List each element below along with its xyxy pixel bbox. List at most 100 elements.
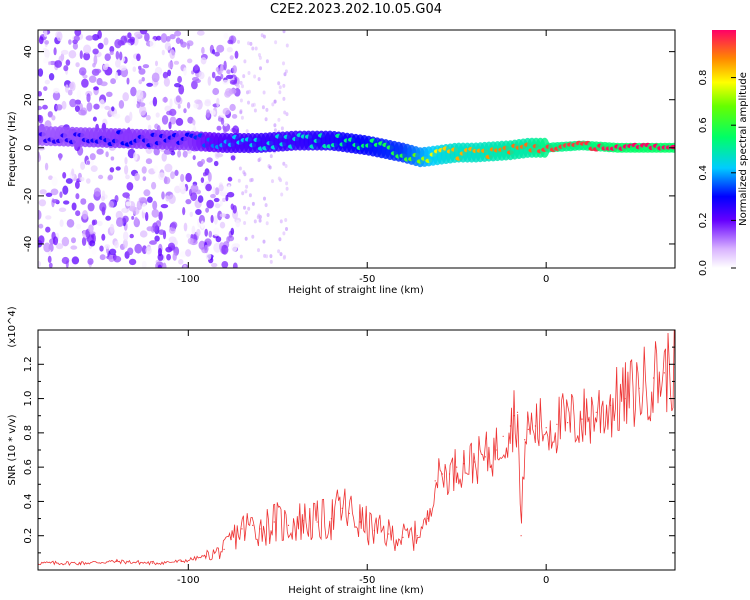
snr-data-point bbox=[456, 466, 458, 468]
spectrogram-speck bbox=[245, 210, 248, 215]
spectrogram-speck bbox=[226, 191, 235, 198]
spectrogram-speck bbox=[200, 177, 205, 184]
spectrogram-speck bbox=[111, 106, 115, 112]
spectrogram-speck bbox=[61, 256, 70, 265]
spectrogram-speck bbox=[229, 103, 236, 112]
y-tick-label: 0.2 bbox=[23, 528, 34, 544]
spectrogram-speck bbox=[44, 40, 49, 45]
spectrogram-speck bbox=[192, 32, 198, 38]
spectrogram-speck bbox=[229, 55, 234, 60]
ridge-point bbox=[670, 144, 675, 150]
spectrogram-speck bbox=[70, 245, 78, 250]
spectrogram-speck bbox=[189, 211, 193, 217]
spectrogram-speck bbox=[119, 51, 123, 61]
spectrogram-speck bbox=[232, 65, 238, 74]
spectrogram-speck bbox=[119, 65, 127, 71]
x-tick-label: -50 bbox=[359, 575, 375, 586]
spectrogram-speck bbox=[145, 114, 151, 121]
spectrogram-speck bbox=[74, 105, 80, 112]
snr-data-point bbox=[513, 415, 515, 417]
spectrogram-speck bbox=[42, 104, 48, 110]
spectrogram-speck bbox=[284, 164, 288, 168]
snr-data-point bbox=[638, 387, 640, 389]
spectrogram-speck bbox=[174, 30, 182, 37]
spectrogram-speck bbox=[205, 207, 210, 213]
spectrogram-speck bbox=[75, 180, 80, 189]
spectrogram-speck bbox=[251, 234, 255, 239]
spectrogram-speck bbox=[114, 39, 122, 49]
spectrogram-speck bbox=[221, 244, 229, 255]
spectrogram-speck bbox=[92, 62, 96, 68]
spectrogram-speck bbox=[106, 91, 113, 98]
spectrogram-speck bbox=[212, 49, 216, 55]
colorbar-tick-label: 0.2 bbox=[698, 212, 709, 228]
spectrogram-speck bbox=[147, 196, 153, 203]
spectrogram-speck bbox=[115, 50, 120, 60]
spectrogram-speck bbox=[200, 158, 205, 165]
spectrogram-speck bbox=[44, 162, 49, 171]
spectrogram-speck bbox=[47, 255, 52, 263]
spectrogram-speck bbox=[241, 84, 244, 89]
spectrogram-speck bbox=[265, 59, 269, 64]
spectrogram-speck bbox=[223, 32, 229, 39]
spectrogram-speck bbox=[282, 30, 286, 34]
spectrogram-speck bbox=[265, 254, 269, 259]
spectrogram-speck bbox=[202, 36, 206, 43]
snr-data-point bbox=[484, 456, 486, 458]
spectrogram-speck bbox=[187, 116, 194, 124]
spectrogram-speck bbox=[96, 148, 104, 155]
spectrogram-speck bbox=[79, 50, 83, 59]
spectrogram-speck bbox=[82, 210, 88, 220]
spectrogram-speck bbox=[145, 158, 153, 165]
spectrogram-speck bbox=[136, 53, 141, 62]
spectrogram-speck bbox=[134, 216, 139, 225]
spectrogram-speck bbox=[243, 205, 246, 210]
y-tick-label: -40 bbox=[23, 236, 34, 252]
snr-data-point bbox=[259, 528, 261, 530]
spectrogram-speck bbox=[62, 172, 67, 179]
spectrogram-speck bbox=[210, 194, 216, 199]
spectrogram-speck bbox=[164, 105, 172, 112]
spectrogram-speck bbox=[86, 102, 93, 112]
spectrogram-speck bbox=[58, 153, 62, 161]
spectrogram-speck bbox=[48, 262, 53, 268]
spectrogram-speck bbox=[218, 184, 224, 192]
spectrogram-speck bbox=[173, 60, 180, 65]
spectrogram-speck bbox=[208, 230, 213, 238]
spectrogram-speck bbox=[226, 74, 234, 79]
spectrogram-speck bbox=[145, 211, 149, 222]
spectrogram-speck bbox=[221, 261, 229, 268]
spectrogram-speck bbox=[87, 202, 95, 212]
spectrogram-speck bbox=[131, 215, 135, 220]
snr-data-point bbox=[448, 473, 451, 475]
spectrogram-speck bbox=[212, 87, 220, 96]
spectrogram-speck bbox=[125, 201, 132, 207]
spectrogram-speck bbox=[48, 73, 55, 81]
spectrogram-speck bbox=[269, 154, 273, 159]
spectrogram-speck bbox=[262, 239, 266, 244]
spectrogram-speck bbox=[134, 31, 142, 37]
spectrogram-speck bbox=[183, 264, 187, 268]
spectrogram-speck bbox=[164, 42, 172, 51]
spectrogram-speck bbox=[113, 255, 122, 263]
spectrogram-speck bbox=[273, 128, 277, 133]
spectrogram-speck bbox=[52, 199, 59, 204]
spectrogram-speck bbox=[39, 189, 47, 195]
spectrogram-speck bbox=[249, 41, 253, 46]
spectrogram-speck bbox=[204, 244, 209, 254]
spectrogram-speck bbox=[231, 243, 238, 252]
spectrogram-speck bbox=[248, 193, 252, 198]
spectrogram-speck bbox=[151, 181, 157, 190]
spectrogram-speck bbox=[131, 58, 137, 65]
spectrogram-speck bbox=[177, 150, 182, 158]
spectrogram-speck bbox=[244, 236, 248, 241]
spectrogram-speck bbox=[152, 222, 158, 233]
colorbar-tick-label: 0.8 bbox=[698, 70, 709, 86]
spectrogram-speck bbox=[78, 67, 87, 76]
snr-data-point bbox=[116, 560, 118, 562]
spectrogram-speck bbox=[97, 42, 104, 50]
spectrogram-speck bbox=[141, 166, 147, 174]
spectrogram-speck bbox=[177, 104, 181, 109]
snr-data-point bbox=[341, 507, 343, 509]
spectrogram-speck bbox=[93, 55, 98, 65]
